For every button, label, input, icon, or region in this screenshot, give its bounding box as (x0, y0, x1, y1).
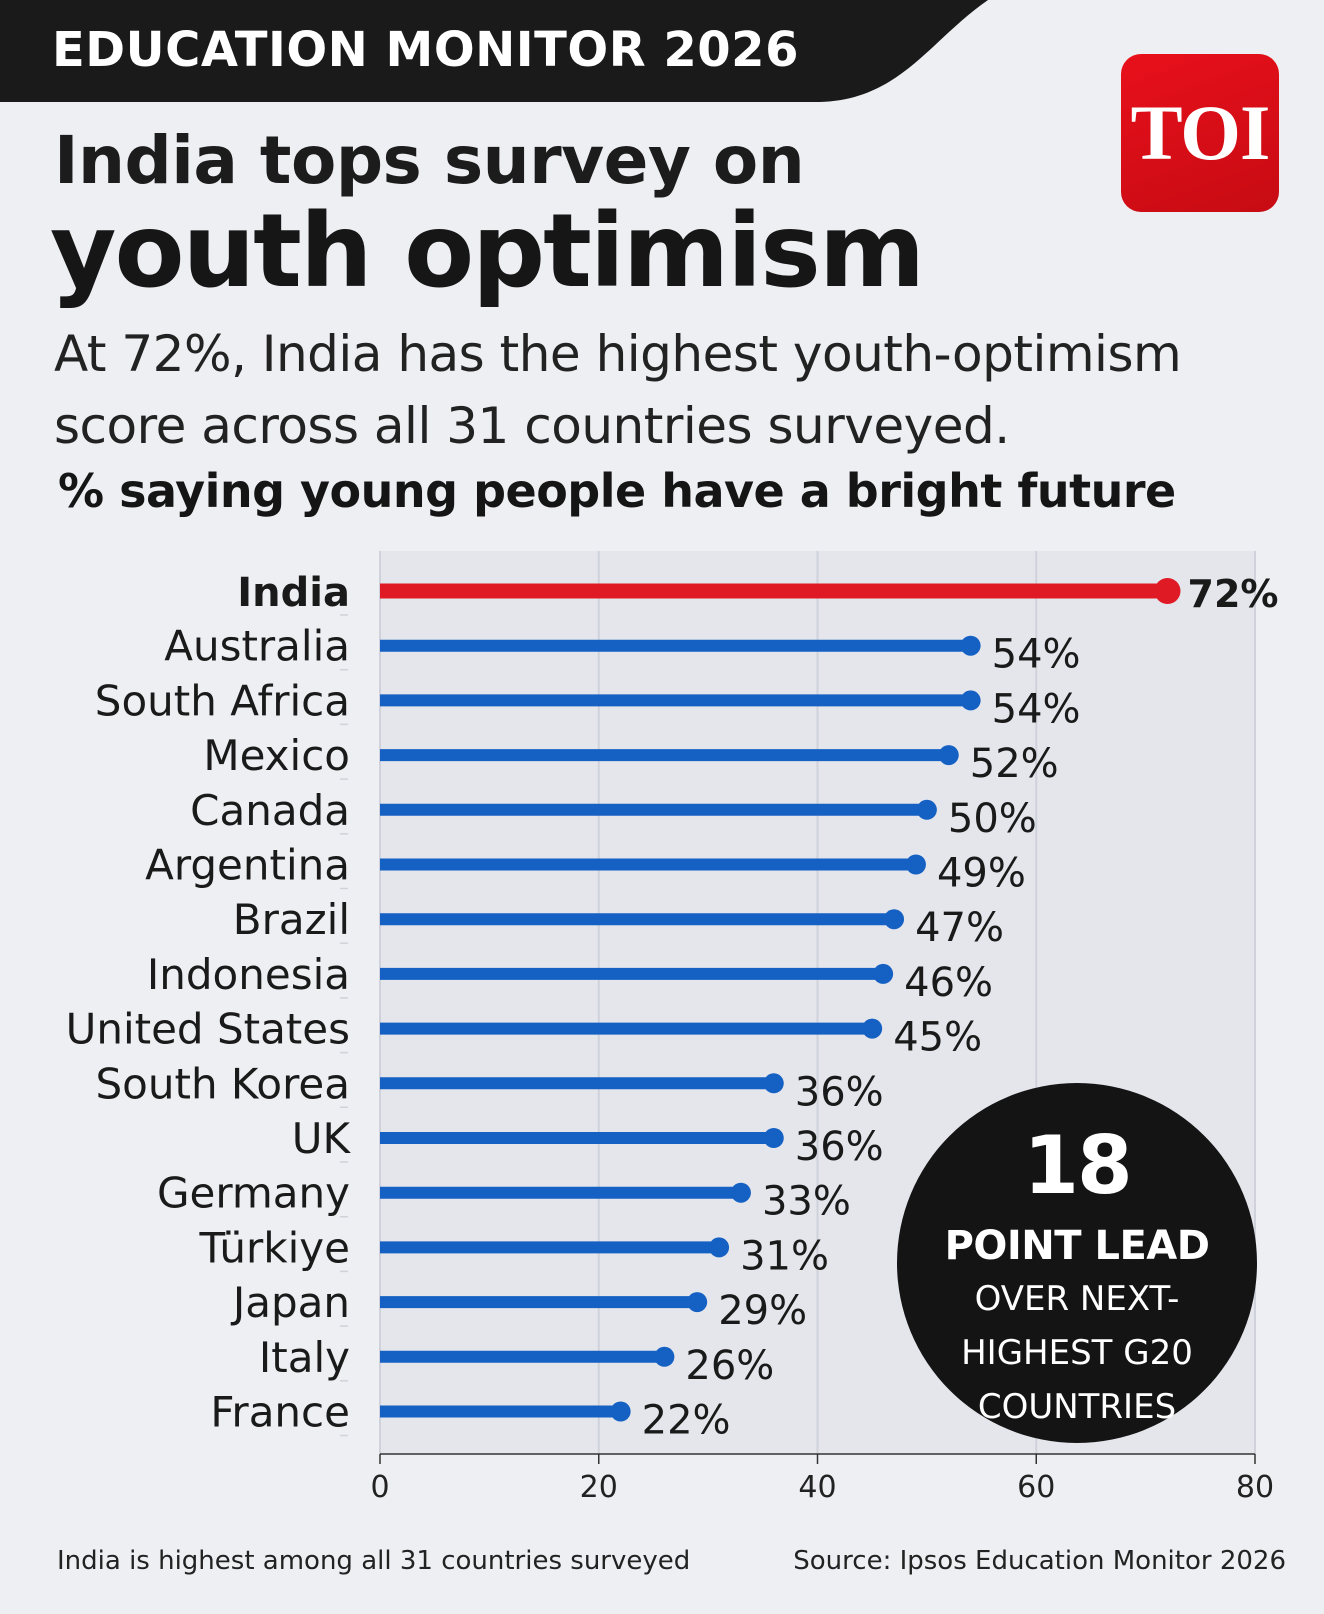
bar-dot (938, 745, 959, 766)
callout-circle: 18 POINT LEAD OVER NEXT- HIGHEST G20 COU… (897, 1083, 1257, 1443)
bar-dot (763, 1073, 784, 1094)
x-tick-label: 40 (798, 1470, 836, 1505)
value-label: 22% (642, 1398, 731, 1444)
category-label: Italy (259, 1333, 350, 1382)
bar-dot (916, 799, 937, 820)
category-label: Argentina (145, 841, 350, 890)
value-label: 36% (795, 1069, 884, 1115)
value-label: 46% (904, 960, 993, 1006)
category-label: Japan (230, 1278, 350, 1327)
value-label: 54% (992, 632, 1081, 678)
category-label: France (210, 1388, 350, 1437)
category-label: United States (66, 1005, 350, 1054)
header-banner: EDUCATION MONITOR 2026 (0, 0, 1000, 104)
banner-title: EDUCATION MONITOR 2026 (52, 22, 799, 78)
x-tick-label: 0 (370, 1470, 389, 1505)
x-tick-label: 60 (1017, 1470, 1055, 1505)
category-label: Indonesia (147, 950, 350, 999)
bar-dot (687, 1292, 708, 1313)
value-label: 47% (915, 905, 1004, 951)
callout-line-1: OVER NEXT- (974, 1279, 1180, 1319)
value-label: 31% (740, 1233, 829, 1279)
logo-text: TOI (1130, 89, 1271, 176)
category-label: UK (292, 1114, 352, 1163)
bar-dot (884, 909, 905, 930)
bar-dot (610, 1401, 631, 1422)
category-label: Mexico (203, 731, 350, 780)
category-label: India (237, 570, 350, 616)
bar-dot (709, 1237, 730, 1258)
value-label: 50% (948, 796, 1037, 842)
value-label: 33% (762, 1179, 851, 1225)
bar-dot (960, 690, 981, 711)
category-label: Canada (190, 786, 350, 835)
category-label: Türkiye (199, 1223, 350, 1272)
toi-logo: TOI (1121, 54, 1279, 212)
bar-dot (763, 1128, 784, 1148)
chart-title: % saying young people have a bright futu… (58, 464, 1176, 518)
value-label: 45% (893, 1015, 982, 1061)
x-tick-label: 20 (580, 1470, 618, 1505)
bar-dot (862, 1018, 883, 1039)
subtitle: At 72%, India has the highest youth-opti… (54, 325, 1182, 455)
x-tick-label: 80 (1236, 1470, 1274, 1505)
value-label: 54% (992, 686, 1081, 732)
category-label: Brazil (233, 895, 350, 944)
value-label: 49% (937, 851, 1026, 897)
callout-headline: POINT LEAD (944, 1223, 1210, 1269)
callout-line-2: HIGHEST G20 (961, 1333, 1193, 1373)
bar-dot (960, 635, 981, 656)
category-label: South Africa (95, 676, 350, 725)
value-label: 29% (718, 1288, 807, 1334)
category-label: South Korea (96, 1059, 350, 1108)
bar-dot (730, 1182, 751, 1203)
footnote: India is highest among all 31 countries … (57, 1546, 691, 1576)
value-label: 72% (1188, 572, 1279, 616)
bar-dot (1154, 578, 1181, 604)
value-label: 36% (795, 1124, 884, 1170)
banner-shape (0, 0, 988, 102)
value-label: 26% (685, 1343, 774, 1389)
bar-dot (905, 854, 926, 875)
category-label: Australia (164, 622, 350, 671)
source-credit: Source: Ipsos Education Monitor 2026 (793, 1546, 1286, 1576)
category-label: Germany (157, 1169, 350, 1218)
bar-dot (654, 1346, 675, 1367)
callout-number: 18 (1023, 1119, 1132, 1212)
bar-dot (873, 963, 894, 984)
value-label: 52% (970, 741, 1059, 787)
callout-line-3: COUNTRIES (977, 1387, 1177, 1427)
headline-line-2: youth optimism (50, 192, 925, 311)
headline-line-1: India tops survey on (54, 122, 805, 199)
